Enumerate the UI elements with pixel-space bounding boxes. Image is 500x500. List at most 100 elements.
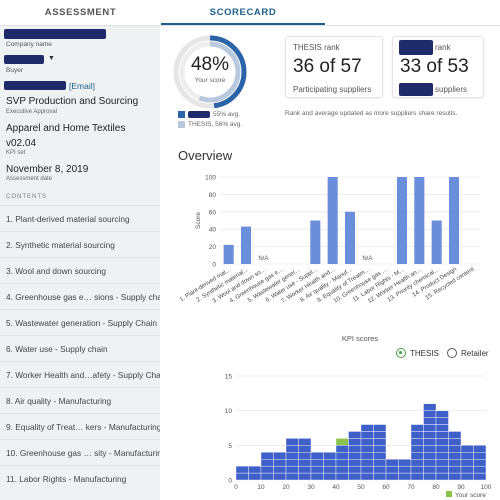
rank-subtitle: suppliers [435,85,468,94]
toc-item[interactable]: 8. Air quality - Manufacturing [0,387,160,413]
avg-legend-thesis: THESIS, 56% avg. [178,121,242,128]
y-tick-label: 15 [225,374,233,381]
legend-text: 55% avg. [213,111,241,118]
avg-legend-buyer: 55% avg. [178,111,240,118]
radio-selected-icon[interactable] [396,348,406,358]
hist-block [235,472,249,481]
hist-block [473,465,487,474]
x-tick-label: 80 [432,484,440,491]
tab-scorecard[interactable]: SCORECARD [161,0,325,25]
hist-block [248,465,262,474]
hist-block [260,452,274,460]
toc-item[interactable]: 4. Greenhouse gas e… sions - Supply chai… [0,283,160,309]
toggle-thesis-label: THESIS [410,348,439,358]
buyer-dropdown-icon[interactable]: ▼ [48,55,55,62]
hist-block [335,472,349,481]
x-tick-label: 60 [382,484,390,491]
x-tick-label: 20 [282,484,290,491]
hist-block [473,452,487,460]
toggle-retailer[interactable]: Retailer [447,348,489,358]
hist-block [373,452,387,460]
hist-block [360,472,374,481]
toc-item[interactable]: 7. Worker Health and…afety - Supply Chai… [0,361,160,387]
bar [344,211,356,264]
x-tick-label: 90 [457,484,465,491]
hist-block [348,465,362,474]
hist-block [423,445,437,453]
email-link[interactable]: [Email] [69,81,95,91]
tab-assessment[interactable]: ASSESSMENT [44,7,117,18]
y-tick-label: 40 [209,227,217,234]
bar [448,177,460,264]
hist-block [298,438,312,446]
hist-block [473,458,487,467]
hist-block [310,465,324,474]
thesis-rank-card: THESIS rank 36 of 57 Participating suppl… [285,36,383,98]
x-tick-label: 10 [257,484,265,491]
company-name-redaction [4,29,106,39]
hist-block [310,452,324,460]
hist-block [235,465,249,474]
hist-block [360,458,374,467]
hist-block [373,438,387,446]
hist-block [423,403,437,411]
hist-block [410,424,424,432]
toc-item[interactable]: 3. Wool and down sourcing [0,257,160,283]
hist-block [473,445,487,453]
hist-block [410,472,424,481]
hist-block [423,452,437,460]
x-tick-label: 50 [357,484,365,491]
toc-item[interactable]: 5. Wastewater generation - Supply Chain [0,309,160,335]
hist-block [348,431,362,439]
radio-unselected-icon[interactable] [447,348,457,358]
hist-block [310,458,324,467]
score-donut: 48% Your score [172,34,248,110]
hist-block [423,472,437,481]
toggle-thesis[interactable]: THESIS [396,348,439,358]
your-score-block [335,438,349,446]
buyer-rank-card: rank 33 of 53 suppliers [392,36,484,98]
y-tick-label: 0 [228,478,232,485]
contents-list: 1. Plant-derived material sourcing 2. Sy… [0,205,160,491]
x-tick-label: 40 [332,484,340,491]
hist-block [323,458,337,467]
hist-block [298,458,312,467]
legend-swatch [446,491,452,497]
y-tick-label: 60 [209,209,217,216]
hist-block [410,431,424,439]
toc-item[interactable]: 9. Equality of Treat… kers - Manufacturi… [0,413,160,439]
overview-title: Overview [178,148,233,163]
x-tick-label: 0 [234,484,238,491]
toc-item[interactable]: 6. Water use - Supply chain [0,335,160,361]
hist-block [435,445,449,453]
hist-block [460,445,474,453]
y-tick-label: 100 [205,175,216,182]
rank-value: 33 of 53 [400,56,469,77]
bar [414,177,425,264]
hist-block [335,458,349,467]
hist-block [248,472,262,481]
hist-block [373,458,387,467]
hist-block [460,465,474,474]
toc-item[interactable]: 1. Plant-derived material sourcing [0,205,160,231]
hist-block [360,424,374,432]
toc-item[interactable]: 11. Labor Rights - Manufacturing [0,465,160,491]
hist-block [398,472,412,481]
hist-block [460,452,474,460]
toc-item[interactable]: 2. Synthetic material sourcing [0,231,160,257]
hist-block [385,472,399,481]
toc-item[interactable]: 10. Greenhouse gas … sity - Manufacturin… [0,439,160,465]
hist-block [435,472,449,481]
approval-label: Executive Approval [6,109,58,115]
x-tick-label: 30 [307,484,315,491]
hist-block [273,465,287,474]
hist-block [423,438,437,446]
na-label: N/A [258,256,268,262]
hist-block [460,458,474,467]
hist-block [435,424,449,432]
hist-block [335,465,349,474]
hist-block [323,452,337,460]
hist-block [310,472,324,481]
legend-swatch [178,111,185,118]
hist-block [360,465,374,474]
